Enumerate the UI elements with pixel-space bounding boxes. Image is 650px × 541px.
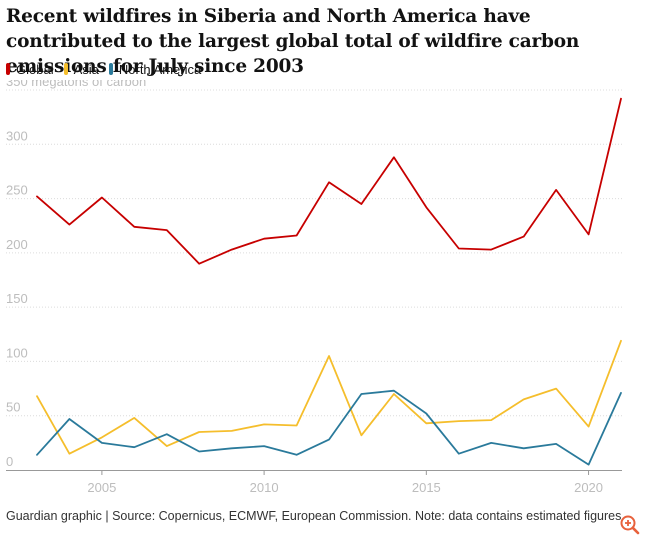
y-tick-label-0: 0 [6,454,13,469]
legend-item-global: Global [6,62,54,77]
series-line-north-america [36,389,622,466]
y-tick-label-50: 50 [6,400,20,415]
source-credit: Guardian graphic | Source: Copernicus, E… [6,509,622,523]
x-tick-label-2010: 2010 [250,480,279,495]
legend-label-north-america: North America [118,61,202,77]
chart-title: Recent wildfires in Siberia and North Am… [6,6,580,77]
y-tick-label-200: 200 [6,237,28,252]
legend-swatch-north-america [108,63,113,75]
y-tick-label-150: 150 [6,291,28,306]
y-tick-label-350: 350 megatons of carbon [6,80,146,89]
y-tick-label-300: 300 [6,128,28,143]
y-tick-label-100: 100 [6,345,28,360]
legend-item-north-america: North America [108,61,202,77]
x-tick-label-2015: 2015 [412,480,441,495]
legend-label-global: Global [16,61,54,77]
legend-item-asia: Asia [63,61,99,77]
legend-swatch-global [6,63,10,75]
zoom-in-icon[interactable] [618,514,644,536]
x-tick-label-2020: 2020 [574,480,603,495]
series-line-global [36,97,622,265]
legend-label-asia: Asia [73,61,99,77]
y-tick-label-250: 250 [6,183,28,198]
line-chart: 0 50 100 150 200 250 300 350 megatons of carbon… [6,80,622,495]
legend-swatch-asia [63,63,68,75]
series-line-asia [36,339,622,455]
x-tick-label-2005: 2005 [87,480,116,495]
legend: Global Asia North America [6,60,211,78]
